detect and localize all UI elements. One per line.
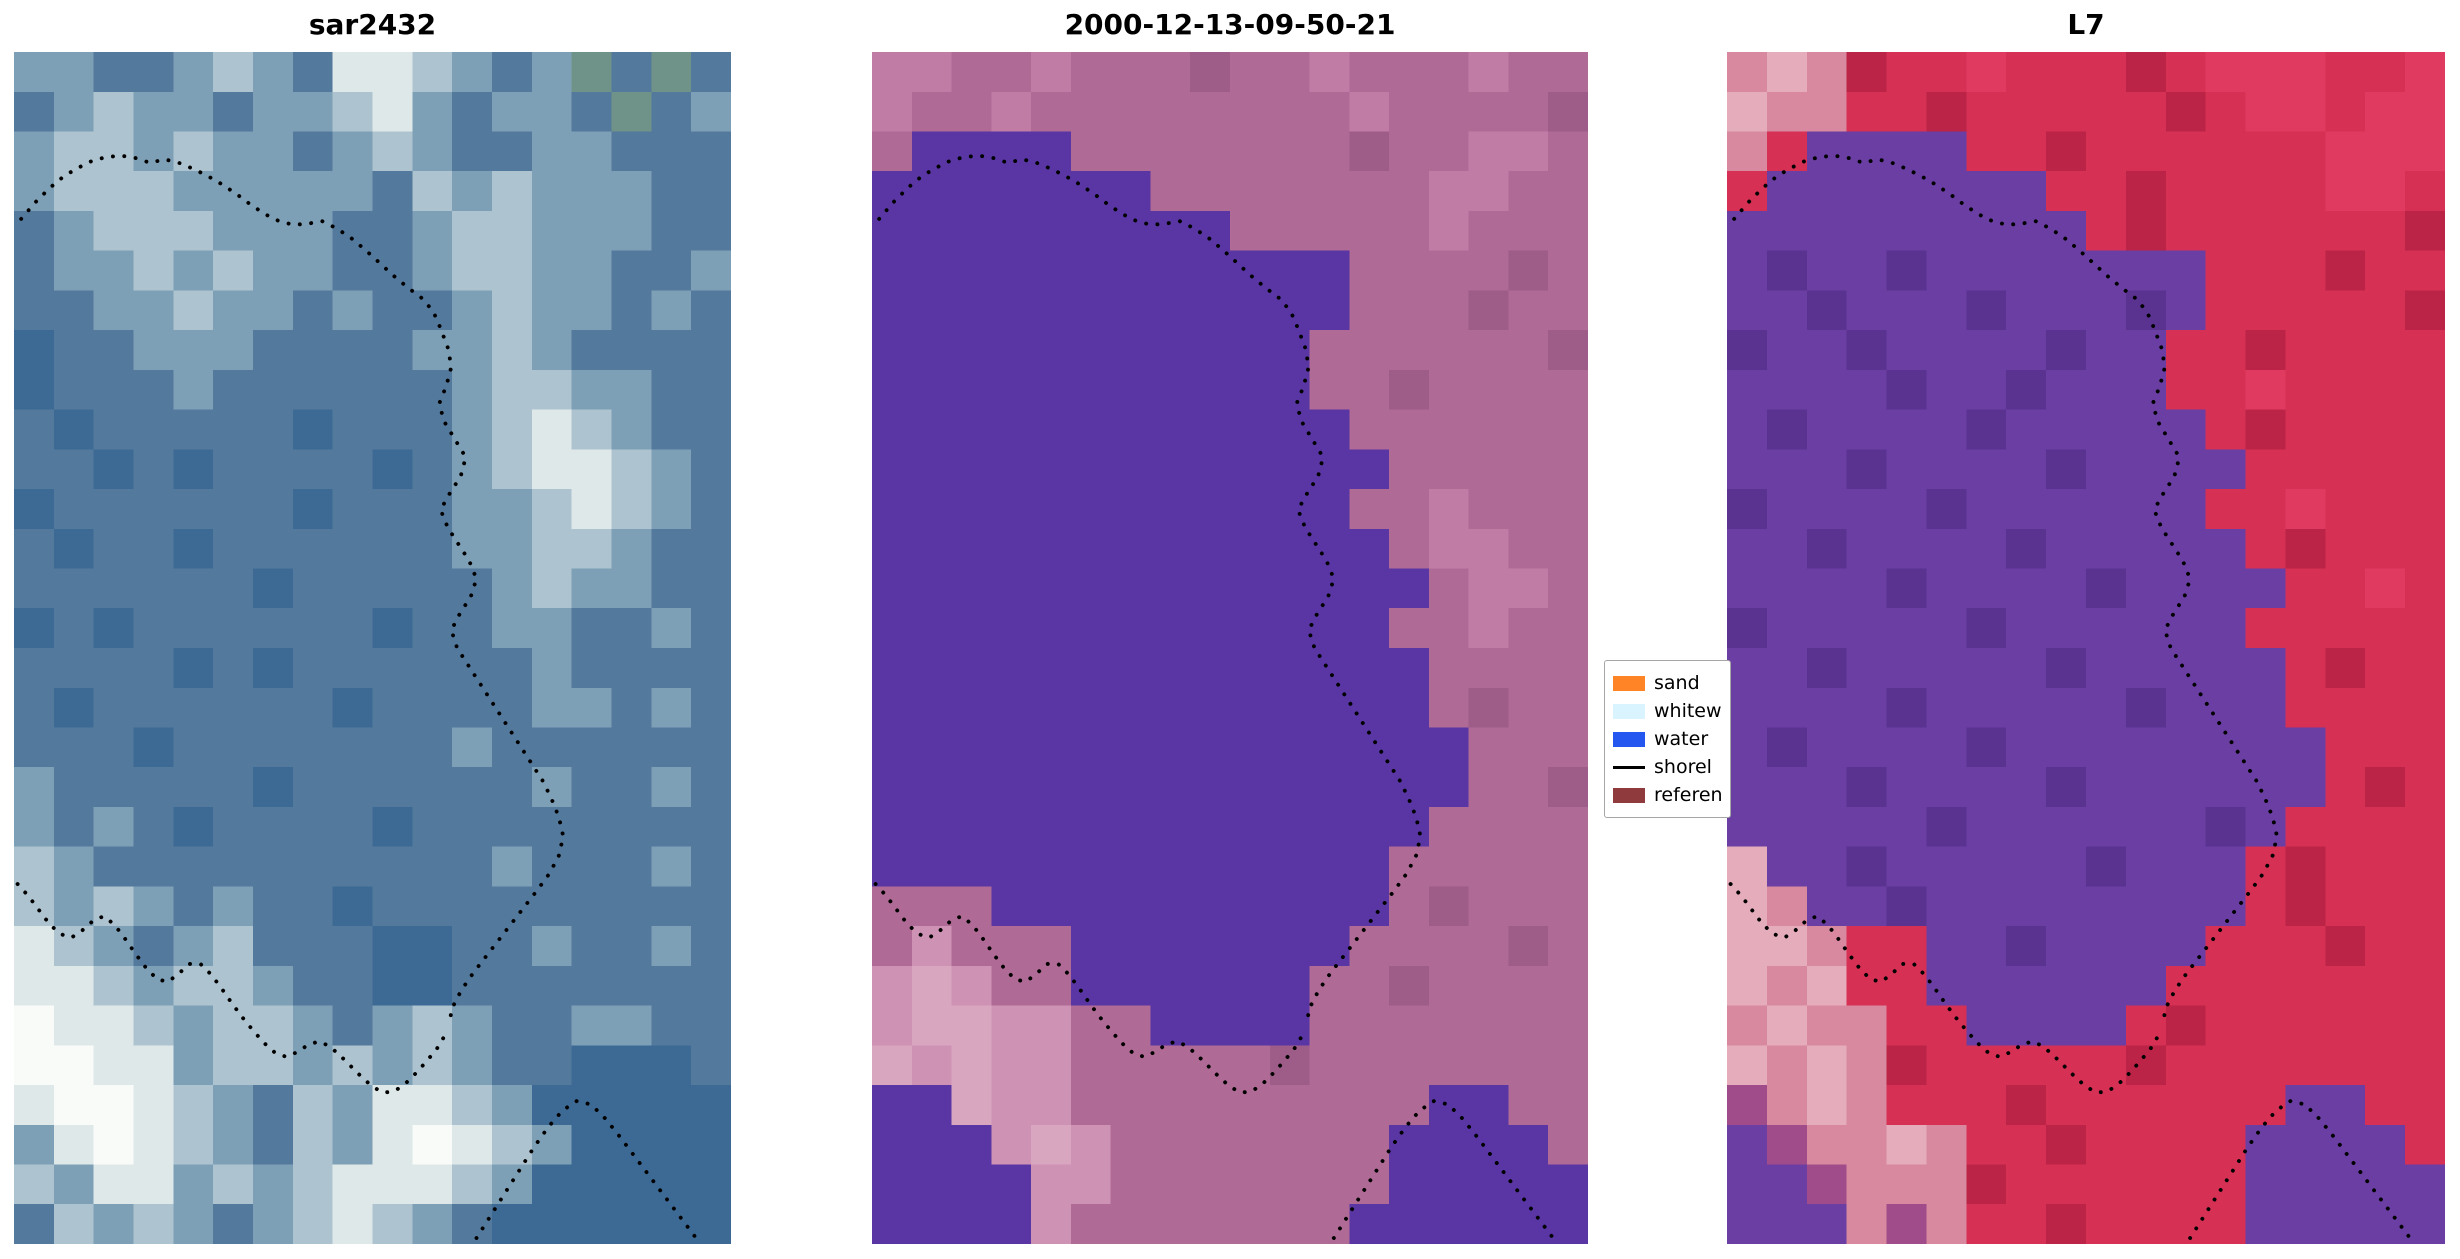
legend-item-water: water — [1613, 725, 1728, 753]
legend-swatch-water — [1613, 731, 1645, 747]
shoreline-dots-island — [1331, 1099, 1558, 1244]
panel-image-classified — [872, 52, 1588, 1244]
panel-image-sar2432 — [14, 52, 731, 1244]
legend-item-shorel: shorel — [1613, 753, 1728, 781]
shoreline-dots-island — [474, 1099, 701, 1244]
satellite-image-2 — [1727, 52, 2445, 1244]
image-pixels — [14, 52, 731, 1244]
legend-label: water — [1654, 728, 1709, 750]
legend-label: whitew — [1654, 700, 1722, 722]
shoreline-dots-bottom — [873, 882, 1304, 1095]
panel-title-l7: L7 — [2067, 8, 2105, 41]
panel-image-l7 — [1727, 52, 2445, 1244]
shoreline-dots-bottom — [1728, 882, 2160, 1095]
panel-title-sar2432: sar2432 — [308, 8, 437, 41]
legend-swatch-whitew — [1613, 703, 1645, 719]
satellite-image-0 — [14, 52, 731, 1244]
legend-item-whitew: whitew — [1613, 697, 1728, 725]
shoreline-dots-main — [19, 153, 566, 1027]
shoreline-dots-bottom — [15, 882, 447, 1095]
panel-title-date: 2000-12-13-09-50-21 — [1064, 8, 1396, 41]
legend-item-sand: sand — [1613, 669, 1728, 697]
legend-line-shorel — [1613, 765, 1645, 769]
image-pixels — [872, 52, 1588, 1244]
legend: sand whitew water shorel referen — [1604, 660, 1731, 818]
satellite-image-1 — [872, 52, 1588, 1244]
shoreline-dots-island — [2188, 1099, 2415, 1244]
legend-label: sand — [1654, 672, 1700, 694]
shoreline-dots-main — [1732, 153, 2279, 1027]
legend-swatch-referen — [1613, 787, 1645, 803]
image-pixels — [1727, 52, 2445, 1244]
legend-swatch-sand — [1613, 675, 1645, 691]
legend-item-referen: referen — [1613, 781, 1728, 809]
legend-label: referen — [1654, 784, 1723, 806]
shoreline-dots-main — [877, 153, 1423, 1027]
legend-label: shorel — [1654, 756, 1712, 778]
